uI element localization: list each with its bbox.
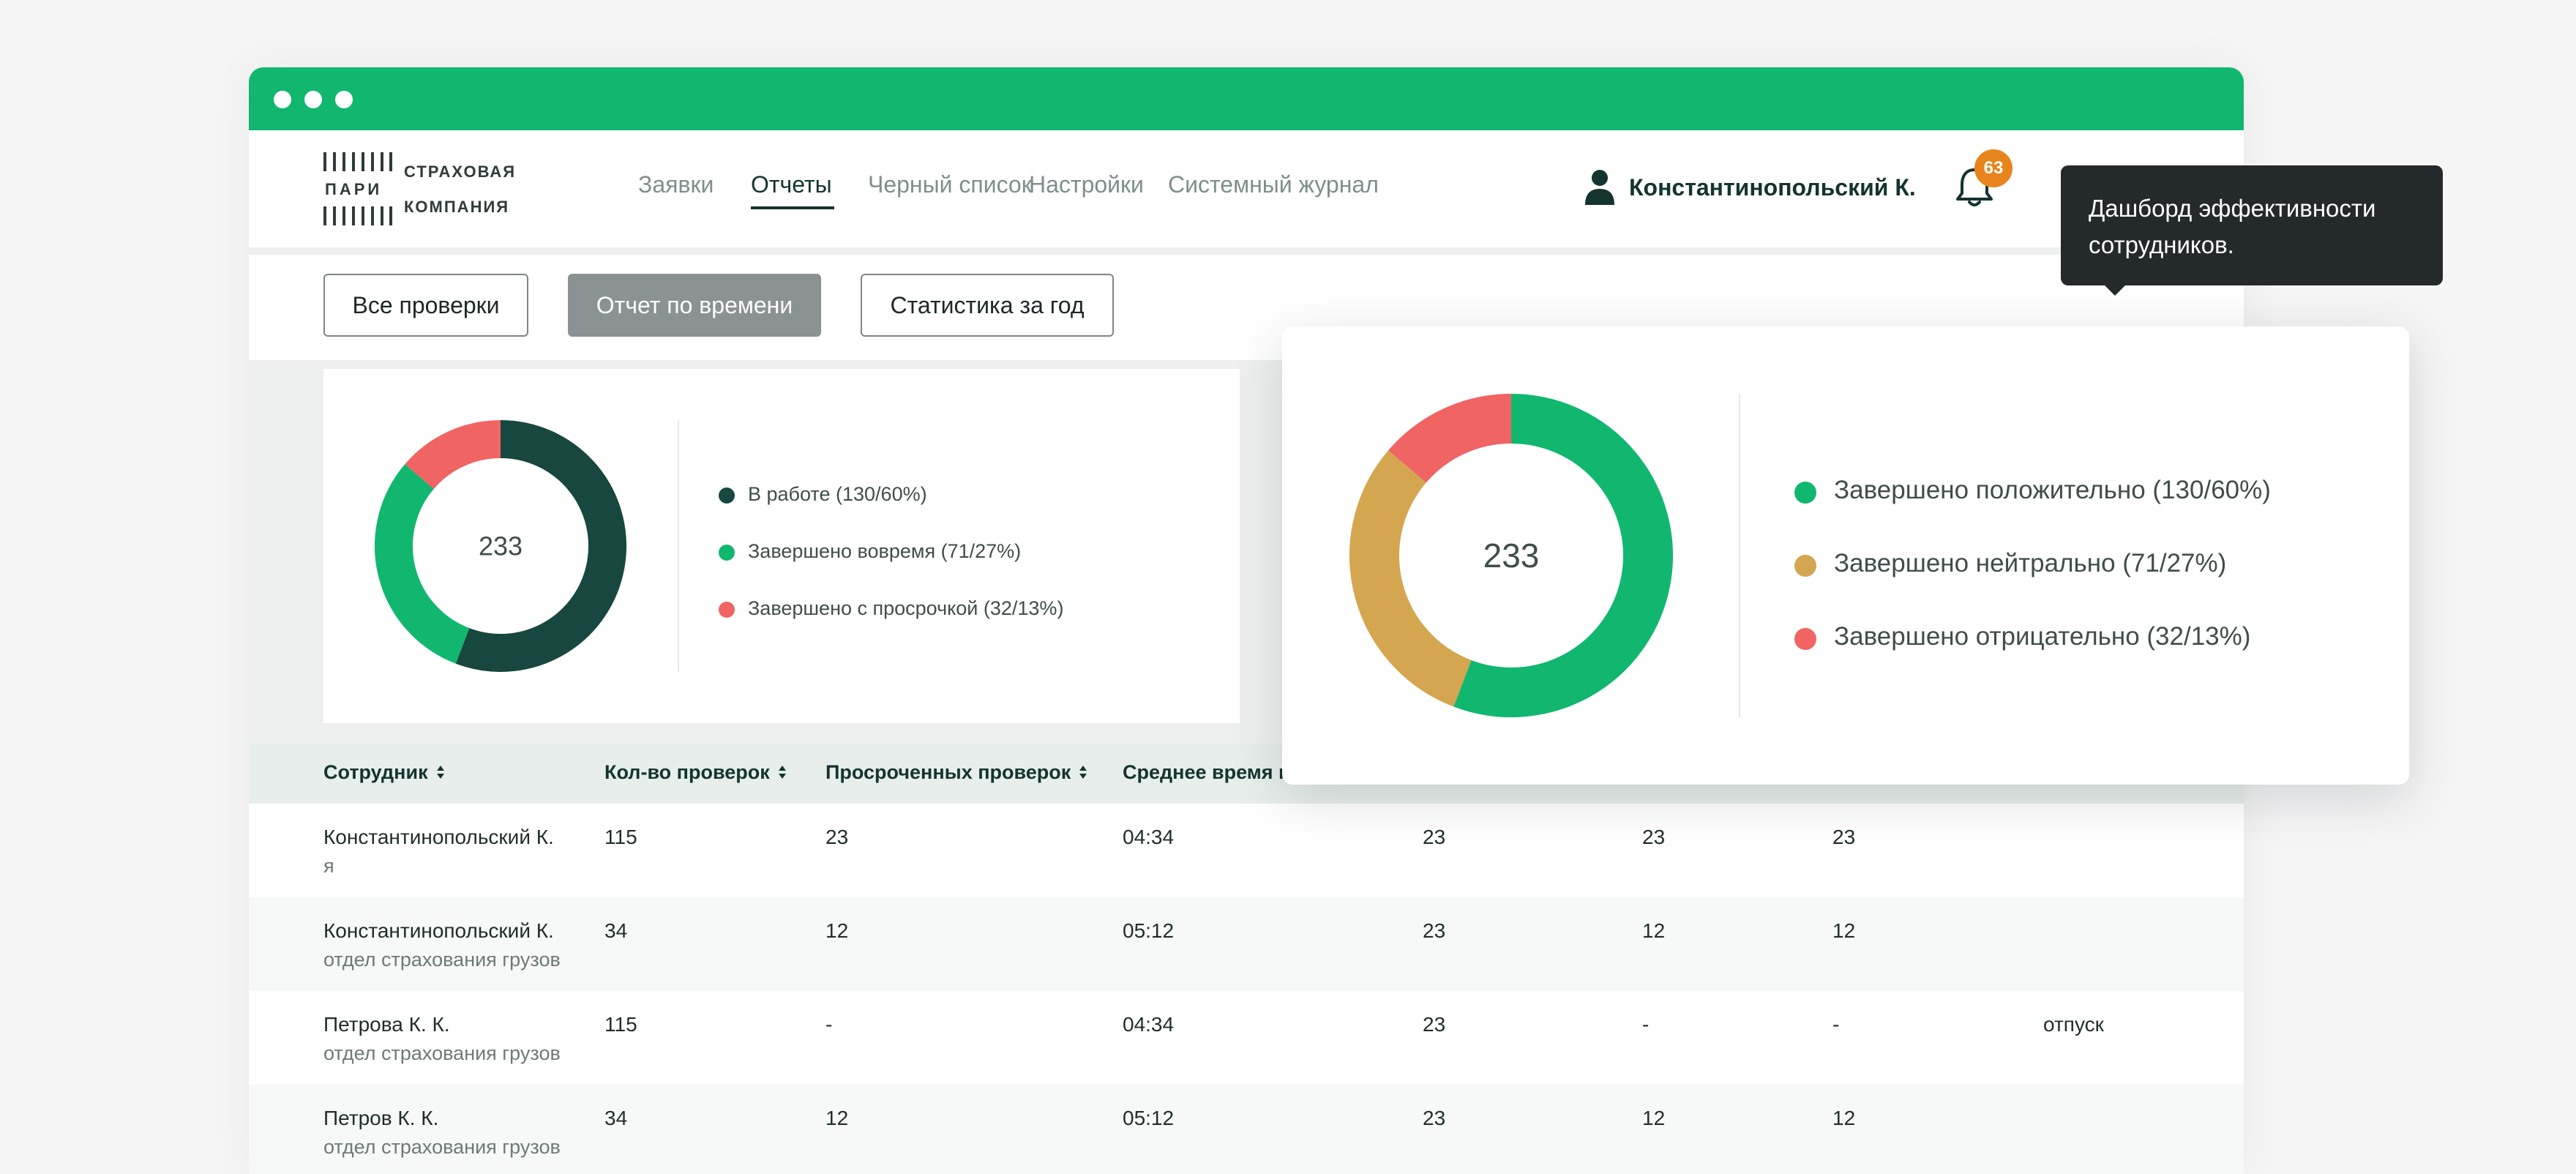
column-header-avg-time[interactable]: Среднее время п: [1123, 761, 1291, 783]
sort-icon[interactable]: [777, 764, 787, 780]
table-cell: 05:12: [1123, 1107, 1175, 1129]
donut-slice-2[interactable]: [1349, 450, 1472, 707]
result-donut-chart: 233: [1349, 394, 1673, 717]
table-cell: 12: [1832, 919, 1856, 942]
employee-department: отдел страхования грузов: [323, 1042, 561, 1064]
window-dot-minimize[interactable]: [304, 91, 322, 108]
table-cell: 23: [1423, 919, 1446, 942]
status-chart-card: 233 В работе (130/60%) Завершено вовремя…: [323, 369, 1240, 723]
table-cell: -: [1642, 1013, 1650, 1036]
table-cell: 115: [604, 826, 637, 848]
sort-icon[interactable]: [435, 764, 446, 780]
legend-label: Завершено отрицательно (32/13%): [1834, 622, 2251, 651]
table-cell: 04:34: [1123, 826, 1175, 848]
employee-name: Константинопольский К.: [323, 826, 554, 848]
legend-label: Завершено положительно (130/60%): [1834, 476, 2271, 504]
notification-badge: 63: [1974, 149, 2012, 187]
table-cell: 12: [1642, 1107, 1666, 1129]
table-row[interactable]: Константинопольский К. отдел страхования …: [249, 897, 2244, 991]
table-cell: 34: [604, 919, 628, 942]
table-row[interactable]: Петрова К. К. отдел страхования грузов 115…: [249, 991, 2244, 1085]
table-cell: 115: [604, 1013, 637, 1036]
table-cell: 12: [825, 919, 849, 942]
tab-year-stats[interactable]: Статистика за год: [861, 274, 1114, 337]
tooltip-arrow: [2103, 284, 2127, 296]
table-cell: 23: [1423, 826, 1446, 848]
user-name: Константинопольский К.: [1629, 174, 1916, 201]
table-cell: 23: [1423, 1013, 1446, 1036]
legend-dot: [1794, 628, 1816, 650]
legend-dot: [1794, 555, 1816, 577]
employee-name: Петров К. К.: [323, 1107, 439, 1129]
legend-dot: [1794, 482, 1816, 504]
window-dot-maximize[interactable]: [335, 91, 353, 108]
column-header-check-count[interactable]: Кол-во проверок: [604, 761, 787, 784]
employee-department: я: [323, 855, 334, 877]
donut-center-total: 233: [479, 531, 523, 561]
table-cell: 34: [604, 1107, 628, 1129]
legend-dot: [719, 602, 735, 618]
table-cell: -: [1832, 1013, 1840, 1036]
logo-mark: ПАРИ: [323, 152, 392, 225]
column-header-overdue[interactable]: Просроченных проверок: [825, 761, 1088, 784]
nav-item-requests[interactable]: Заявки: [638, 171, 714, 198]
donut-center-total: 233: [1483, 536, 1540, 575]
table-cell: 04:34: [1123, 1013, 1175, 1036]
chart-divider: [1739, 394, 1740, 717]
table-cell: 12: [1642, 919, 1666, 942]
chart-divider: [678, 420, 679, 672]
nav-item-blacklist[interactable]: Черный список: [868, 171, 1032, 198]
donut-slice-3[interactable]: [405, 420, 501, 490]
tab-time-report[interactable]: Отчет по времени: [568, 274, 821, 337]
logo-line-2: КОМПАНИЯ: [404, 198, 510, 216]
legend-label: Завершено нейтрально (71/27%): [1834, 549, 2227, 577]
logo-line-1: СТРАХОВАЯ: [404, 162, 517, 181]
nav-active-underline: [751, 206, 834, 209]
dashboard-tooltip: Дашборд эффективности сотрудников.: [2061, 165, 2443, 285]
employee-name: Константинопольский К.: [323, 919, 554, 942]
employee-department: отдел страхования грузов: [323, 949, 561, 971]
user-icon: [1585, 170, 1614, 205]
column-header-employee[interactable]: Сотрудник: [323, 761, 446, 784]
donut-slice-3[interactable]: [1388, 394, 1512, 484]
table-cell: 05:12: [1123, 919, 1175, 942]
company-logo[interactable]: ПАРИ СТРАХОВАЯ КОМПАНИЯ: [323, 152, 514, 225]
nav-item-reports[interactable]: Отчеты: [751, 171, 832, 198]
legend-dot: [719, 545, 735, 561]
window-titlebar: [249, 67, 2244, 130]
nav-item-system-log[interactable]: Системный журнал: [1168, 171, 1379, 198]
table-cell: отпуск: [2043, 1013, 2104, 1036]
legend-label: Завершено с просрочкой (32/13%): [748, 597, 1064, 619]
logo-mark-text: ПАРИ: [325, 180, 383, 198]
donut-slice-1[interactable]: [1453, 394, 1673, 717]
tab-all-checks[interactable]: Все проверки: [323, 274, 528, 337]
result-chart-popover: 233 Завершено положительно (130/60%) Зав…: [1282, 326, 2409, 785]
table-row[interactable]: Константинопольский К. я 115 23 04:34 23 23 23: [249, 804, 2244, 897]
employee-department: отдел страхования грузов: [323, 1136, 561, 1158]
donut-slice-2[interactable]: [375, 464, 470, 664]
table-cell: 23: [1642, 826, 1666, 848]
legend-dot: [719, 487, 735, 504]
table-cell: 12: [825, 1107, 849, 1129]
tooltip-line-2: сотрудников.: [2089, 231, 2234, 258]
window-dot-close[interactable]: [274, 91, 291, 108]
table-cell: -: [825, 1013, 833, 1036]
table-row[interactable]: Петров К. К. отдел страхования грузов 34 12…: [249, 1085, 2244, 1174]
legend-label: Завершено вовремя (71/27%): [748, 540, 1022, 562]
tooltip-line-1: Дашборд эффективности: [2089, 195, 2376, 222]
table-cell: 23: [1832, 826, 1856, 848]
app-header: ПАРИ СТРАХОВАЯ КОМПАНИЯ Заявки Отчеты Че…: [249, 130, 2244, 247]
sort-icon[interactable]: [1078, 764, 1088, 780]
table-cell: 12: [1832, 1107, 1856, 1129]
table-cell: 23: [825, 826, 849, 848]
donut-slice-1[interactable]: [455, 420, 626, 672]
status-donut-chart: 233: [375, 420, 626, 672]
table-cell: 23: [1423, 1107, 1446, 1129]
nav-item-settings[interactable]: Настройки: [1029, 171, 1144, 198]
employee-name: Петрова К. К.: [323, 1013, 450, 1036]
legend-label: В работе (130/60%): [748, 483, 927, 505]
